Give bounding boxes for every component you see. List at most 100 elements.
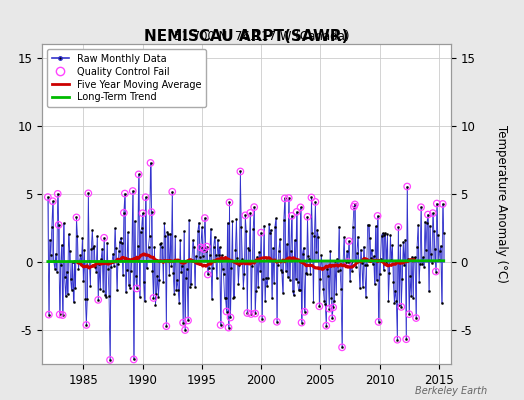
Long-Term Trend	[250, 259, 256, 264]
Five Year Moving Average	[111, 259, 117, 264]
Long-Term Trend	[292, 259, 299, 264]
Long-Term Trend	[396, 258, 402, 263]
Quality Control Fail	[345, 238, 353, 244]
Quality Control Fail	[162, 323, 170, 329]
Legend: Raw Monthly Data, Quality Control Fail, Five Year Moving Average, Long-Term Tren: Raw Monthly Data, Quality Control Fail, …	[47, 49, 206, 107]
Quality Control Fail	[432, 268, 440, 275]
Quality Control Fail	[204, 271, 212, 278]
Quality Control Fail	[129, 356, 138, 363]
Quality Control Fail	[374, 213, 382, 219]
Quality Control Fail	[303, 214, 312, 220]
Quality Control Fail	[196, 244, 205, 251]
Raw Monthly Data	[252, 311, 258, 316]
Title: NEMISCAU ARPT(SAWR): NEMISCAU ARPT(SAWR)	[144, 29, 348, 44]
Quality Control Fail	[121, 190, 129, 197]
Quality Control Fail	[241, 212, 249, 218]
Quality Control Fail	[106, 357, 114, 363]
Quality Control Fail	[403, 183, 411, 190]
Raw Monthly Data	[107, 358, 113, 362]
Long-Term Trend	[256, 259, 262, 264]
Long-Term Trend	[45, 259, 51, 264]
Quality Control Fail	[133, 285, 141, 292]
Quality Control Fail	[141, 194, 150, 200]
Quality Control Fail	[179, 320, 187, 326]
Quality Control Fail	[412, 315, 420, 321]
Quality Control Fail	[344, 259, 352, 265]
Quality Control Fail	[54, 222, 63, 228]
Quality Control Fail	[181, 327, 189, 333]
Quality Control Fail	[203, 244, 211, 250]
Quality Control Fail	[200, 246, 208, 252]
Quality Control Fail	[251, 310, 259, 317]
Quality Control Fail	[307, 194, 315, 201]
Quality Control Fail	[222, 308, 231, 315]
Long-Term Trend	[94, 259, 101, 264]
Quality Control Fail	[405, 311, 413, 317]
Quality Control Fail	[82, 322, 91, 328]
Quality Control Fail	[402, 336, 410, 342]
Quality Control Fail	[325, 306, 333, 312]
Text: Berkeley Earth: Berkeley Earth	[415, 386, 487, 396]
Five Year Moving Average	[182, 260, 188, 265]
Quality Control Fail	[119, 210, 128, 216]
Quality Control Fail	[128, 188, 137, 194]
Five Year Moving Average	[319, 267, 325, 272]
Five Year Moving Average	[140, 252, 147, 256]
Quality Control Fail	[397, 304, 406, 310]
Quality Control Fail	[72, 214, 81, 221]
Raw Monthly Data	[147, 160, 154, 165]
Text: 51.700 N, 76.117 W (Canada): 51.700 N, 76.117 W (Canada)	[174, 30, 350, 43]
Y-axis label: Temperature Anomaly (°C): Temperature Anomaly (°C)	[495, 125, 508, 283]
Quality Control Fail	[328, 315, 336, 322]
Quality Control Fail	[417, 204, 425, 210]
Quality Control Fail	[329, 304, 337, 310]
Quality Control Fail	[288, 213, 296, 219]
Quality Control Fail	[138, 210, 147, 216]
Five Year Moving Average	[136, 256, 142, 260]
Quality Control Fail	[272, 319, 281, 325]
Quality Control Fail	[243, 310, 252, 316]
Five Year Moving Average	[372, 258, 378, 263]
Quality Control Fail	[393, 336, 401, 343]
Five Year Moving Average	[112, 259, 118, 264]
Quality Control Fail	[439, 201, 447, 207]
Quality Control Fail	[257, 230, 265, 236]
Quality Control Fail	[258, 316, 266, 322]
Quality Control Fail	[224, 324, 233, 331]
Quality Control Fail	[285, 195, 293, 201]
Quality Control Fail	[225, 199, 234, 206]
Quality Control Fail	[84, 190, 93, 196]
Quality Control Fail	[280, 195, 289, 202]
Quality Control Fail	[94, 297, 102, 303]
Quality Control Fail	[135, 171, 143, 178]
Five Year Moving Average	[74, 260, 81, 265]
Quality Control Fail	[350, 204, 358, 210]
Long-Term Trend	[369, 258, 376, 263]
Quality Control Fail	[43, 194, 52, 200]
Quality Control Fail	[424, 211, 432, 218]
Quality Control Fail	[201, 215, 209, 221]
Quality Control Fail	[149, 295, 158, 301]
Quality Control Fail	[394, 224, 402, 230]
Quality Control Fail	[216, 322, 225, 328]
Quality Control Fail	[315, 303, 323, 310]
Raw Monthly Data	[45, 195, 51, 200]
Raw Monthly Data	[94, 234, 101, 238]
Quality Control Fail	[168, 188, 177, 195]
Quality Control Fail	[322, 322, 331, 329]
Quality Control Fail	[298, 320, 306, 326]
Quality Control Fail	[351, 201, 359, 208]
Quality Control Fail	[297, 204, 305, 210]
Raw Monthly Data	[372, 282, 378, 286]
Quality Control Fail	[374, 319, 383, 325]
Raw Monthly Data	[441, 231, 447, 236]
Quality Control Fail	[292, 209, 301, 215]
Quality Control Fail	[226, 314, 235, 321]
Quality Control Fail	[59, 312, 67, 318]
Quality Control Fail	[49, 198, 57, 204]
Raw Monthly Data	[294, 280, 301, 284]
Quality Control Fail	[56, 311, 64, 318]
Quality Control Fail	[100, 234, 108, 241]
Quality Control Fail	[338, 344, 346, 350]
Quality Control Fail	[236, 168, 245, 175]
